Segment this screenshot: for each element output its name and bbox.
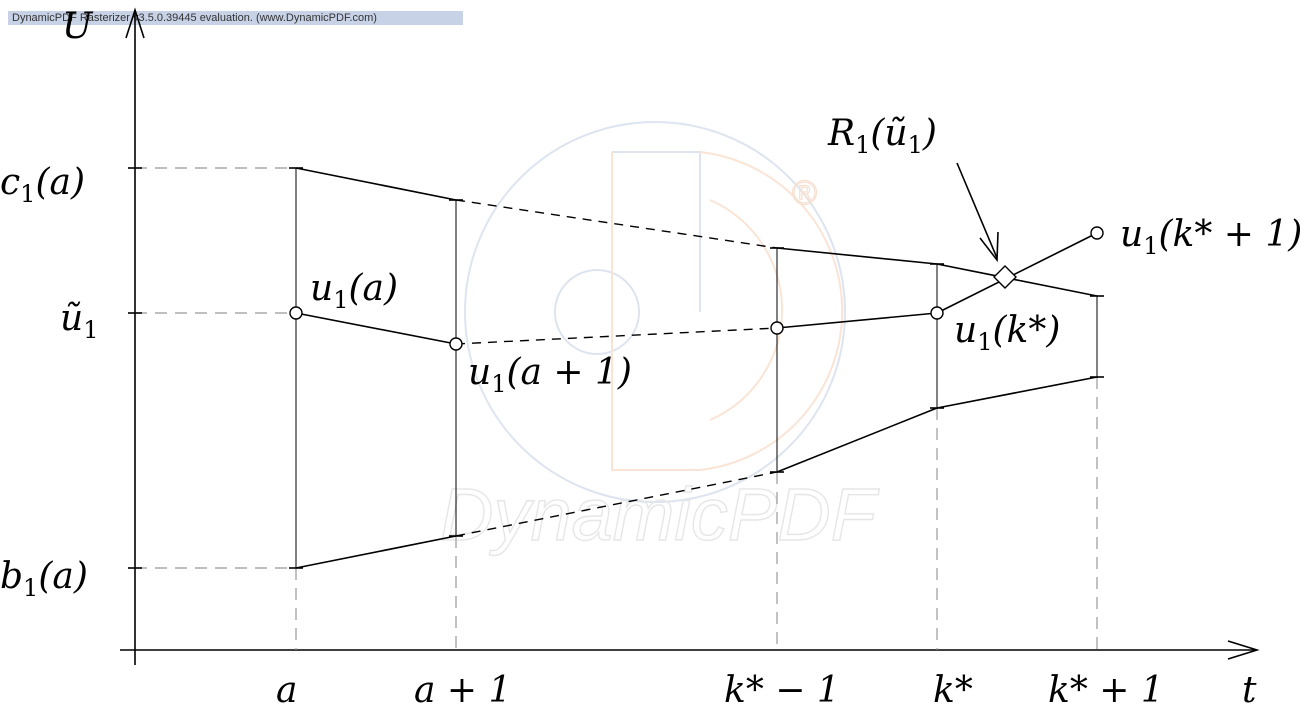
label-u1-k: u1(k*) — [954, 310, 1060, 356]
trajectory-u1 — [295, 232, 1098, 345]
x-tick-k-plus-1: k* + 1 — [1048, 670, 1164, 708]
interval-bars — [289, 167, 1104, 569]
x-tick-a: a — [276, 670, 297, 708]
point-u1-k-plus-1 — [1090, 226, 1104, 240]
intersection-diamond — [993, 265, 1017, 289]
vertical-guides — [295, 377, 1098, 650]
upper-boundary — [295, 167, 1098, 297]
point-u1-k — [930, 306, 944, 320]
registered-mark: ® — [792, 174, 817, 212]
dynamicpdf-logo-watermark: ® DynamicPDF — [439, 121, 880, 557]
label-u1-k-plus-1: u1(k* + 1) — [1120, 214, 1302, 260]
point-u1-a — [289, 306, 303, 320]
horizontal-guides — [135, 167, 296, 569]
lower-boundary — [295, 376, 1098, 569]
label-u1-a: u1(a) — [310, 268, 398, 314]
x-axis-label: t — [1242, 670, 1257, 708]
x-tick-k-minus-1: k* − 1 — [724, 670, 840, 708]
point-u1-k-minus-1 — [770, 321, 784, 335]
label-u1-a-plus-1: u1(a + 1) — [468, 352, 632, 398]
trajectory-points — [289, 226, 1104, 351]
axes — [120, 7, 1260, 665]
annotation-arrow — [956, 162, 999, 263]
x-tick-k: k* — [933, 670, 973, 708]
y-ticks-marks — [128, 167, 142, 569]
x-tick-a-plus-1: a + 1 — [414, 670, 511, 708]
y-tick-u1-tilde: ũ1 — [60, 298, 98, 344]
label-r1-u1-tilde: R1(ũ1) — [827, 113, 937, 159]
dynamicpdf-logo-text: DynamicPDF — [440, 473, 880, 556]
evaluation-banner: DynamicPDF Rasterizer v3.5.0.39445 evalu… — [8, 11, 463, 25]
point-u1-a-plus-1 — [449, 337, 463, 351]
y-axis-label: U — [62, 6, 94, 47]
y-tick-c1a: c1(a) — [0, 162, 85, 208]
y-tick-b1a: b1(a) — [0, 556, 88, 602]
